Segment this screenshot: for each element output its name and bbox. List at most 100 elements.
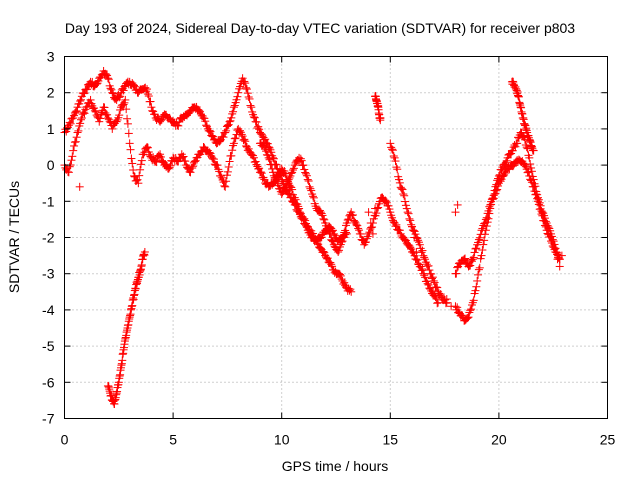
data-point bbox=[473, 276, 482, 285]
x-tick-label: 15 bbox=[383, 432, 399, 448]
data-point bbox=[500, 170, 509, 179]
data-point bbox=[405, 214, 414, 223]
data-point bbox=[319, 214, 328, 223]
data-point bbox=[288, 185, 297, 194]
data-point bbox=[242, 143, 251, 151]
data-point bbox=[229, 107, 238, 116]
data-point bbox=[354, 224, 363, 233]
data-point bbox=[96, 114, 105, 123]
data-point bbox=[302, 171, 311, 180]
data-point bbox=[147, 103, 156, 112]
data-point bbox=[406, 216, 415, 225]
data-point bbox=[400, 191, 409, 200]
data-point bbox=[524, 167, 533, 176]
data-point bbox=[227, 151, 236, 160]
data-point bbox=[395, 226, 404, 235]
data-point bbox=[221, 128, 230, 137]
data-point bbox=[336, 271, 345, 280]
data-point bbox=[290, 193, 299, 202]
data-point bbox=[302, 169, 311, 178]
data-point bbox=[436, 290, 445, 299]
data-point bbox=[474, 265, 483, 274]
data-point bbox=[152, 158, 161, 167]
data-point bbox=[257, 169, 266, 178]
data-point bbox=[66, 119, 75, 128]
data-point bbox=[189, 162, 198, 171]
data-point bbox=[401, 201, 410, 210]
data-point bbox=[296, 154, 305, 163]
data-point bbox=[400, 235, 409, 244]
data-point bbox=[392, 220, 401, 229]
data-point bbox=[75, 182, 84, 191]
data-point bbox=[67, 156, 76, 165]
data-point bbox=[480, 219, 489, 228]
data-point bbox=[301, 220, 310, 229]
data-point bbox=[208, 153, 217, 162]
data-point bbox=[124, 129, 133, 138]
data-point bbox=[536, 204, 545, 213]
data-point bbox=[250, 113, 259, 122]
data-point bbox=[303, 175, 312, 184]
data-point bbox=[421, 273, 430, 282]
data-point bbox=[334, 247, 343, 256]
data-point bbox=[70, 141, 79, 150]
data-point bbox=[327, 235, 336, 244]
data-point bbox=[205, 126, 214, 135]
data-point bbox=[521, 141, 530, 150]
data-point bbox=[143, 85, 152, 94]
data-point bbox=[417, 266, 426, 275]
data-point bbox=[403, 208, 412, 217]
data-point bbox=[441, 299, 450, 308]
data-point bbox=[229, 139, 238, 148]
data-point bbox=[386, 139, 395, 148]
data-point bbox=[242, 85, 251, 94]
data-point bbox=[304, 176, 313, 185]
data-point bbox=[109, 89, 118, 98]
data-point bbox=[202, 121, 211, 130]
data-point bbox=[269, 168, 278, 177]
data-point bbox=[424, 261, 433, 270]
data-point bbox=[195, 106, 204, 115]
data-point bbox=[126, 145, 135, 154]
data-point bbox=[235, 84, 244, 93]
data-point bbox=[194, 105, 203, 114]
data-point bbox=[447, 302, 456, 311]
data-point bbox=[308, 190, 317, 199]
data-point bbox=[501, 158, 510, 167]
data-point bbox=[241, 79, 250, 88]
data-point bbox=[139, 150, 148, 159]
data-point bbox=[542, 226, 551, 235]
y-tick-labels: -7 -6 -5 -4 -3 -2 -1 0 1 2 3 bbox=[42, 49, 55, 427]
data-point bbox=[355, 226, 364, 235]
data-point bbox=[151, 157, 160, 166]
data-point bbox=[407, 220, 416, 229]
data-point bbox=[143, 143, 152, 152]
data-point bbox=[399, 190, 408, 199]
data-point bbox=[237, 130, 246, 139]
data-point bbox=[143, 90, 152, 99]
data-point bbox=[322, 254, 331, 263]
data-point bbox=[305, 182, 314, 191]
data-point bbox=[471, 286, 480, 295]
data-point bbox=[318, 211, 327, 220]
data-point bbox=[433, 299, 442, 308]
data-point bbox=[101, 108, 110, 117]
data-point bbox=[72, 133, 81, 142]
data-point bbox=[384, 201, 393, 210]
data-point bbox=[264, 153, 273, 162]
data-point bbox=[323, 254, 332, 263]
data-point bbox=[166, 161, 175, 170]
data-point bbox=[434, 298, 443, 307]
data-point bbox=[269, 154, 278, 163]
data-point bbox=[76, 97, 85, 106]
axis-ticks bbox=[64, 56, 608, 419]
data-point bbox=[235, 126, 244, 135]
data-point bbox=[285, 173, 294, 182]
data-point bbox=[90, 106, 99, 115]
data-point bbox=[181, 157, 190, 166]
data-point bbox=[404, 209, 413, 218]
data-point bbox=[532, 190, 541, 199]
data-point bbox=[534, 200, 543, 209]
data-point bbox=[249, 112, 258, 121]
data-point bbox=[527, 176, 536, 185]
